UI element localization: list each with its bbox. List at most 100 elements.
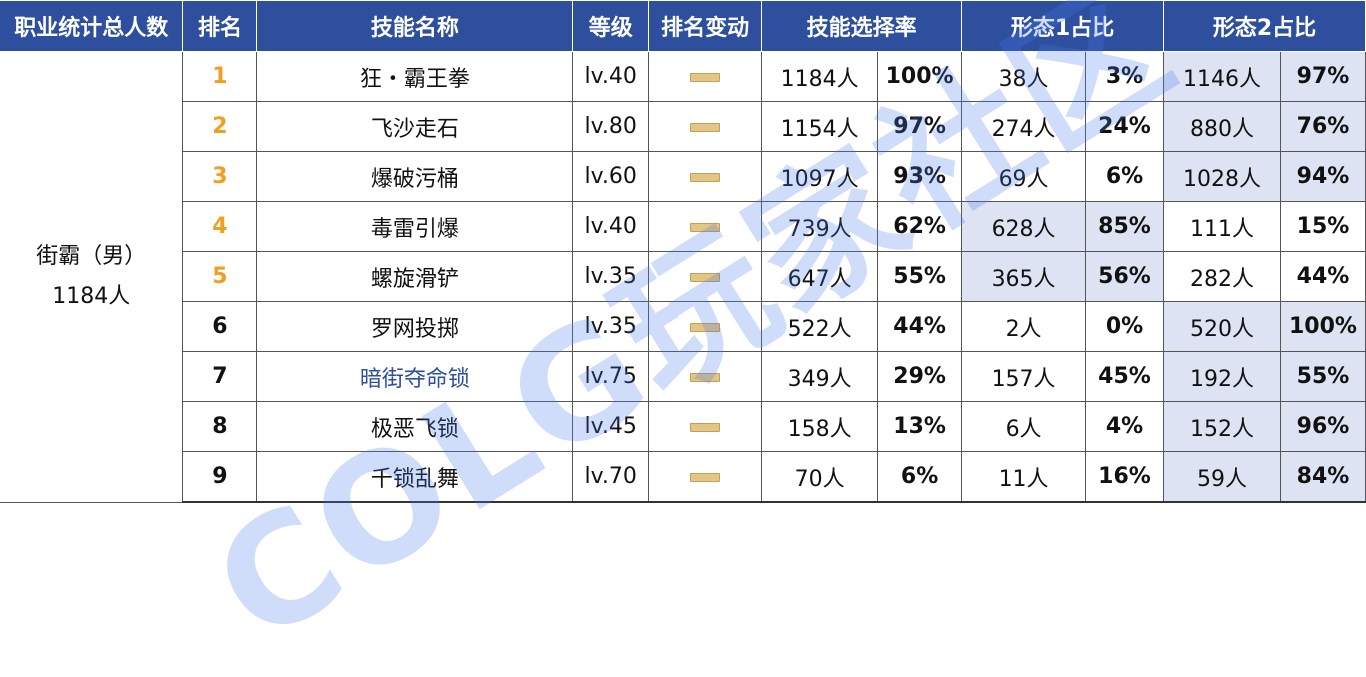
rank-change-cell xyxy=(648,451,763,503)
skill-name-cell: 螺旋滑铲 xyxy=(256,251,574,302)
form2-pct-cell: 84% xyxy=(1279,451,1366,503)
table-row: 9 千锁乱舞 lv.70 70人 6% 11人 16% 59人 84% xyxy=(0,451,1366,503)
rank-cell: 1 xyxy=(182,51,258,102)
form1-count-cell: 157人 xyxy=(961,351,1087,402)
select-count-cell: 1097人 xyxy=(761,151,879,202)
skill-name-cell: 爆破污桶 xyxy=(256,151,574,202)
select-count-cell: 739人 xyxy=(761,201,879,252)
header-select-rate: 技能选择率 xyxy=(761,0,963,52)
table-row: 8 极恶飞锁 lv.45 158人 13% 6人 4% 152人 96% xyxy=(0,401,1366,452)
select-count-cell: 1154人 xyxy=(761,101,879,152)
form2-count-cell: 282人 xyxy=(1163,251,1281,302)
select-pct-cell: 97% xyxy=(877,101,963,152)
select-pct-cell: 93% xyxy=(877,151,963,202)
level-cell: lv.60 xyxy=(572,151,650,202)
select-count-cell: 70人 xyxy=(761,451,879,503)
form1-pct-cell: 24% xyxy=(1085,101,1164,152)
form1-count-cell: 69人 xyxy=(961,151,1087,202)
level-cell: lv.70 xyxy=(572,451,650,503)
job-name: 街霸（男） xyxy=(36,243,147,269)
rank-cell: 5 xyxy=(182,251,258,302)
skill-name-cell: 飞沙走石 xyxy=(256,101,574,152)
table-row: 2 飞沙走石 lv.80 1154人 97% 274人 24% 880人 76% xyxy=(0,101,1366,152)
no-change-dash-icon xyxy=(690,72,721,82)
form1-pct-cell: 45% xyxy=(1085,351,1164,402)
form1-count-cell: 6人 xyxy=(961,401,1087,452)
header-form2: 形态2占比 xyxy=(1163,0,1366,52)
skill-name-cell: 极恶飞锁 xyxy=(256,401,574,452)
rank-cell: 4 xyxy=(182,201,258,252)
rank-cell: 9 xyxy=(182,451,258,503)
select-pct-cell: 29% xyxy=(877,351,963,402)
level-cell: lv.45 xyxy=(572,401,650,452)
form2-pct-cell: 44% xyxy=(1279,251,1366,302)
rank-cell: 2 xyxy=(182,101,258,152)
form1-count-cell: 274人 xyxy=(961,101,1087,152)
form1-pct-cell: 4% xyxy=(1085,401,1164,452)
header-job-total: 职业统计总人数 xyxy=(0,0,184,52)
form2-count-cell: 1028人 xyxy=(1163,151,1281,202)
job-cell: 街霸（男） 1184人 xyxy=(0,51,184,503)
no-change-dash-icon xyxy=(690,422,721,432)
skill-name-cell: 千锁乱舞 xyxy=(256,451,574,503)
rank-change-cell xyxy=(648,301,763,352)
rank-cell: 8 xyxy=(182,401,258,452)
form2-count-cell: 192人 xyxy=(1163,351,1281,402)
rank-change-cell xyxy=(648,201,763,252)
no-change-dash-icon xyxy=(690,472,721,482)
form1-count-cell: 628人 xyxy=(961,201,1087,252)
select-count-cell: 522人 xyxy=(761,301,879,352)
header-skill-name: 技能名称 xyxy=(256,0,574,52)
select-pct-cell: 55% xyxy=(877,251,963,302)
skill-stats-table: 职业统计总人数 排名 技能名称 等级 排名变动 技能选择率 形态1占比 形态2占… xyxy=(0,0,1366,503)
select-count-cell: 1184人 xyxy=(761,51,879,102)
form1-pct-cell: 0% xyxy=(1085,301,1164,352)
form2-pct-cell: 96% xyxy=(1279,401,1366,452)
form2-pct-cell: 55% xyxy=(1279,351,1366,402)
rank-cell: 6 xyxy=(182,301,258,352)
form1-pct-cell: 85% xyxy=(1085,201,1164,252)
no-change-dash-icon xyxy=(690,122,721,132)
level-cell: lv.75 xyxy=(572,351,650,402)
form2-count-cell: 520人 xyxy=(1163,301,1281,352)
skill-name-cell: 狂・霸王拳 xyxy=(256,51,574,102)
form2-count-cell: 59人 xyxy=(1163,451,1281,503)
form2-pct-cell: 94% xyxy=(1279,151,1366,202)
form1-count-cell: 2人 xyxy=(961,301,1087,352)
level-cell: lv.35 xyxy=(572,251,650,302)
form2-pct-cell: 76% xyxy=(1279,101,1366,152)
skill-name-cell: 罗网投掷 xyxy=(256,301,574,352)
rank-change-cell xyxy=(648,51,763,102)
select-count-cell: 647人 xyxy=(761,251,879,302)
select-pct-cell: 100% xyxy=(877,51,963,102)
form1-count-cell: 365人 xyxy=(961,251,1087,302)
form1-pct-cell: 16% xyxy=(1085,451,1164,503)
form2-count-cell: 111人 xyxy=(1163,201,1281,252)
level-cell: lv.35 xyxy=(572,301,650,352)
level-cell: lv.40 xyxy=(572,51,650,102)
rank-cell: 3 xyxy=(182,151,258,202)
select-count-cell: 349人 xyxy=(761,351,879,402)
header-row: 职业统计总人数 排名 技能名称 等级 排名变动 技能选择率 形态1占比 形态2占… xyxy=(0,0,1366,52)
select-pct-cell: 62% xyxy=(877,201,963,252)
form1-count-cell: 38人 xyxy=(961,51,1087,102)
form2-pct-cell: 100% xyxy=(1279,301,1366,352)
form2-pct-cell: 15% xyxy=(1279,201,1366,252)
form2-count-cell: 880人 xyxy=(1163,101,1281,152)
table-row: 6 罗网投掷 lv.35 522人 44% 2人 0% 520人 100% xyxy=(0,301,1366,352)
form1-pct-cell: 56% xyxy=(1085,251,1164,302)
form2-count-cell: 152人 xyxy=(1163,401,1281,452)
skill-name-cell: 暗街夺命锁 xyxy=(256,351,574,402)
job-total-count: 1184人 xyxy=(52,283,131,309)
header-form1: 形态1占比 xyxy=(961,0,1164,52)
rank-change-cell xyxy=(648,101,763,152)
form1-count-cell: 11人 xyxy=(961,451,1087,503)
rank-change-cell xyxy=(648,351,763,402)
form1-pct-cell: 6% xyxy=(1085,151,1164,202)
rank-change-cell xyxy=(648,401,763,452)
header-level: 等级 xyxy=(572,0,650,52)
rank-change-cell xyxy=(648,151,763,202)
table-row: 街霸（男） 1184人 1 狂・霸王拳 lv.40 1184人 100% 38人 3% 1146人… xyxy=(0,51,1366,503)
select-pct-cell: 44% xyxy=(877,301,963,352)
header-rank-change: 排名变动 xyxy=(648,0,763,52)
